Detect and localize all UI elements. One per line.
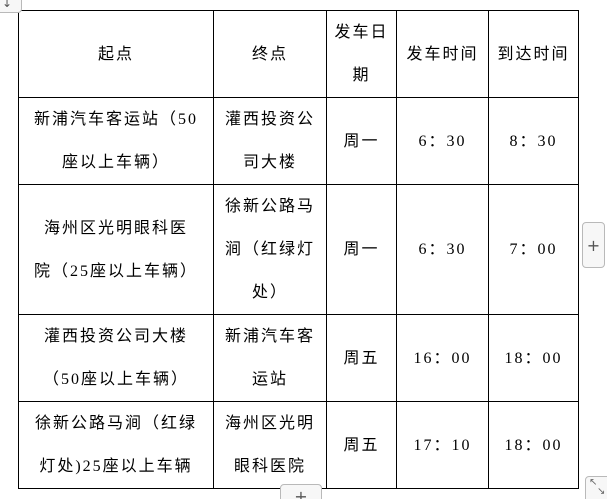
cell-departure-day[interactable]: 周五: [326, 401, 397, 489]
cell-destination[interactable]: 徐新公路马 涧（红绿灯 处）: [213, 184, 327, 315]
cell-arrival-time[interactable]: 18：00: [488, 314, 579, 402]
cell-arrival-time[interactable]: 18：00: [488, 401, 579, 489]
cell-departure-time[interactable]: 17：10: [396, 401, 489, 489]
plus-icon: +: [586, 235, 601, 255]
column-header-origin[interactable]: 起点: [18, 10, 214, 98]
expand-se-arrow-icon: ↘: [597, 486, 606, 497]
cell-destination[interactable]: 新浦汽车客 运站: [213, 314, 327, 402]
cell-departure-day[interactable]: 周五: [326, 314, 397, 402]
add-row-right-button[interactable]: +: [582, 222, 605, 268]
table-header-row: 起点 终点 发车日 期 发车时间 到达时间: [18, 10, 579, 98]
cell-origin[interactable]: 新浦汽车客运站（50 座以上车辆）: [18, 97, 214, 185]
plus-icon: +: [294, 486, 308, 499]
expand-table-button[interactable]: ↖ ↘: [585, 476, 607, 499]
cell-origin[interactable]: 海州区光明眼科医 院（25座以上车辆）: [18, 184, 214, 315]
table-row: 新浦汽车客运站（50 座以上车辆） 灌西投资公 司大楼 周一 6：30 8：30: [18, 97, 579, 185]
cell-arrival-time[interactable]: 8：30: [488, 97, 579, 185]
cell-departure-day[interactable]: 周一: [326, 184, 397, 315]
cell-departure-time[interactable]: 16：00: [396, 314, 489, 402]
cell-origin[interactable]: 徐新公路马涧（红绿 灯处)25座以上车辆: [18, 401, 214, 489]
cell-destination[interactable]: 灌西投资公 司大楼: [213, 97, 327, 185]
add-row-bottom-button[interactable]: +: [280, 484, 322, 499]
cell-arrival-time[interactable]: 7：00: [488, 184, 579, 315]
cell-departure-time[interactable]: 6：30: [396, 97, 489, 185]
cell-departure-time[interactable]: 6：30: [396, 184, 489, 315]
column-header-departure-day[interactable]: 发车日 期: [326, 10, 397, 98]
scroll-down-button[interactable]: ↓: [0, 0, 22, 13]
table-row: 海州区光明眼科医 院（25座以上车辆） 徐新公路马 涧（红绿灯 处） 周一 6：…: [18, 184, 579, 315]
cell-origin[interactable]: 灌西投资公司大楼 （50座以上车辆）: [18, 314, 214, 402]
down-arrow-icon: ↓: [1, 0, 13, 10]
column-header-arrival-time[interactable]: 到达时间: [488, 10, 579, 98]
table-row: 灌西投资公司大楼 （50座以上车辆） 新浦汽车客 运站 周五 16：00 18：…: [18, 314, 579, 402]
bus-schedule-table: 起点 终点 发车日 期 发车时间 到达时间 新浦汽车客运站（50 座以上车辆） …: [18, 10, 579, 489]
table-row: 徐新公路马涧（红绿 灯处)25座以上车辆 海州区光明 眼科医院 周五 17：10…: [18, 401, 579, 489]
column-header-destination[interactable]: 终点: [213, 10, 327, 98]
cell-departure-day[interactable]: 周一: [326, 97, 397, 185]
column-header-departure-time[interactable]: 发车时间: [396, 10, 489, 98]
cell-destination[interactable]: 海州区光明 眼科医院: [213, 401, 327, 489]
expand-nw-arrow-icon: ↖: [589, 477, 598, 488]
